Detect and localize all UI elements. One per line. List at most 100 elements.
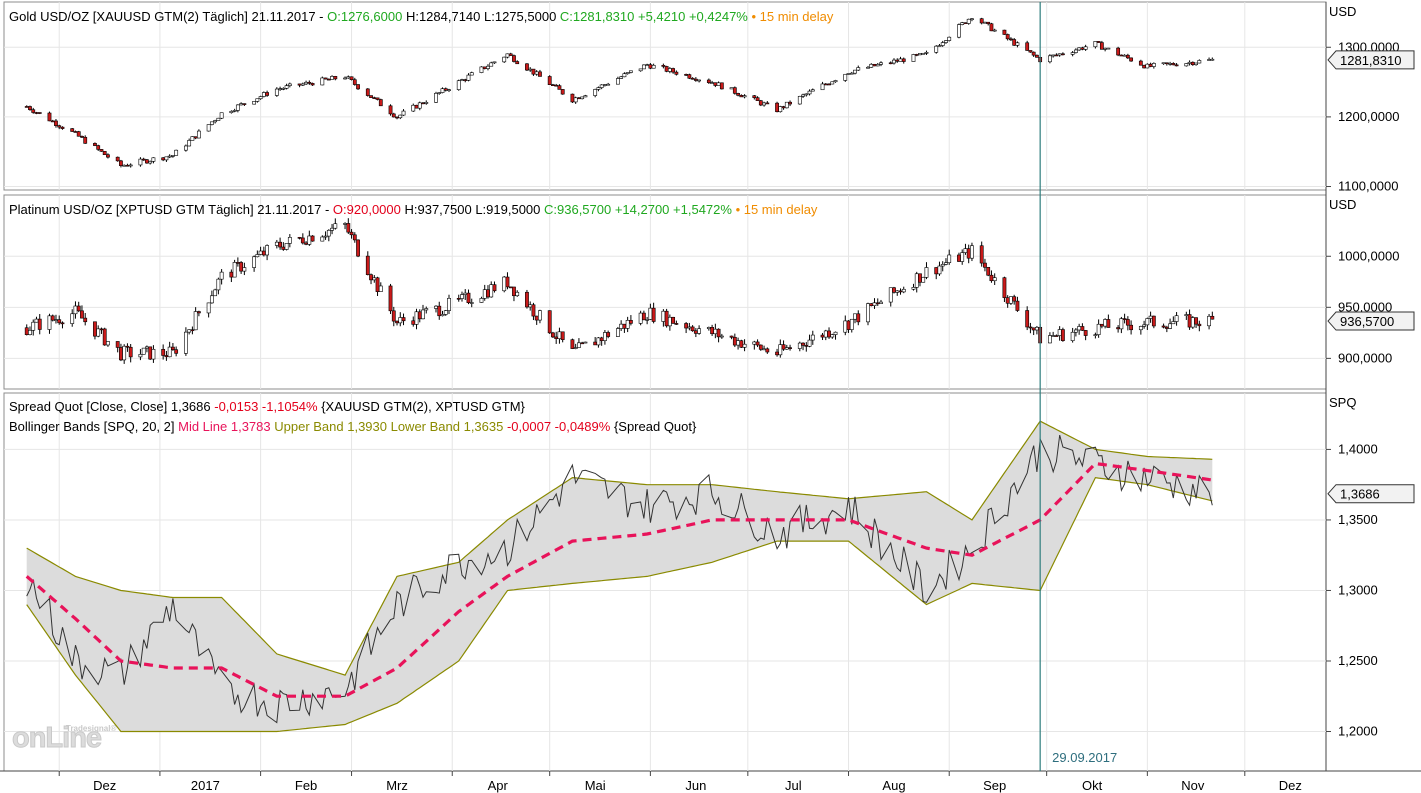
candle-body [1002, 29, 1007, 35]
candle-body [934, 45, 939, 53]
candle-body [921, 52, 926, 55]
candle-body [492, 61, 497, 64]
logo-text: onLine [11, 722, 102, 755]
candle-body [278, 241, 282, 248]
candle-body [196, 311, 201, 314]
candle-body [619, 76, 624, 79]
candle-body [206, 302, 211, 314]
candle-body [758, 100, 763, 106]
candle-body [833, 80, 838, 83]
mid-line [25, 461, 1213, 698]
x-tick-label: Aug [882, 778, 905, 793]
candle-body [898, 58, 903, 62]
candle-body [765, 102, 770, 105]
candle-body [102, 328, 107, 346]
candle-body [411, 104, 416, 112]
candle-body [797, 342, 802, 349]
candle-body [758, 344, 763, 350]
candle-body [398, 317, 403, 324]
candle-body [37, 318, 42, 330]
candle-body [1138, 60, 1143, 66]
candle-body [547, 76, 552, 86]
candle-body [326, 78, 331, 81]
candle-body [76, 131, 81, 137]
candle-body [1096, 41, 1101, 43]
candle-body [505, 276, 510, 288]
candle-body [122, 345, 127, 361]
candle-body [674, 71, 679, 75]
candle-body [1025, 42, 1030, 51]
candle-body [102, 151, 107, 156]
candle-body [37, 112, 42, 114]
header-segment: • 15 min delay [747, 9, 834, 24]
candle-body [784, 347, 789, 350]
candle-body [460, 294, 464, 299]
candle-body [940, 42, 945, 46]
candle-body [895, 59, 900, 62]
candle-body [1197, 60, 1202, 64]
candle-body [106, 341, 110, 346]
candle-body [570, 339, 575, 349]
candle-body [593, 89, 598, 96]
candle-body [599, 337, 604, 341]
candle-body [706, 327, 711, 330]
candle-body [1054, 54, 1059, 57]
candle-body [697, 79, 702, 82]
candle-body [583, 95, 588, 98]
candle-body [755, 341, 760, 346]
candle-body [1161, 62, 1166, 65]
candle-body [983, 262, 987, 268]
candle-body [196, 130, 201, 139]
candle-body [193, 136, 198, 139]
candle-body [528, 304, 533, 308]
header-segment: {XAUUSD GTM(2), XPTUSD GTM} [317, 399, 525, 414]
candle-body [323, 77, 328, 80]
candle-body [807, 339, 812, 347]
header-segment: • 15 min delay [731, 202, 818, 217]
candle-body [54, 120, 58, 126]
candle-body [901, 288, 906, 293]
candle-body [508, 53, 513, 56]
candle-body [1012, 39, 1017, 46]
candle-body [1106, 47, 1111, 50]
y-tick-label: 1,3500 [1338, 512, 1378, 527]
candle-body [638, 312, 643, 324]
candle-body [804, 93, 809, 96]
candle-body [921, 277, 926, 283]
candle-body [1210, 58, 1215, 61]
candle-body [1015, 42, 1020, 46]
candle-body [1174, 64, 1179, 67]
header-segment: Bollinger Bands [SPQ, 20, 2] [9, 419, 179, 434]
candle-body [752, 341, 757, 345]
candle-body [989, 23, 994, 32]
header-segment: Spread Quot [Close, Close] 1,3686 [9, 399, 215, 414]
candle-body [1031, 327, 1036, 331]
candle-body [187, 140, 192, 147]
x-tick-label: Nov [1181, 778, 1205, 793]
candle-body [528, 68, 533, 71]
candle-body [307, 235, 312, 245]
candle-body [28, 329, 32, 335]
candle-body [651, 307, 656, 322]
candle-body [547, 310, 552, 334]
bollinger-header: Bollinger Bands [SPQ, 20, 2] Mid Line 1,… [9, 419, 696, 434]
candle-body [719, 335, 724, 338]
candle-body [330, 76, 334, 80]
candle-body [219, 112, 224, 119]
candle-body [213, 120, 218, 123]
candle-body [469, 72, 474, 76]
candle-body [937, 45, 942, 47]
y-tick-label: 1000,0000 [1338, 248, 1399, 263]
candle-body [1035, 54, 1039, 58]
header-segment: O:1276,6000 [327, 9, 403, 24]
candle-body [343, 223, 347, 225]
y-tick-label: 950,0000 [1338, 299, 1392, 314]
candle-body [281, 246, 286, 250]
candle-body [879, 301, 883, 304]
candle-body [729, 335, 734, 338]
candle-body [401, 317, 406, 322]
candle-body [479, 298, 484, 303]
candle-body [99, 149, 104, 152]
candle-body [684, 74, 689, 76]
